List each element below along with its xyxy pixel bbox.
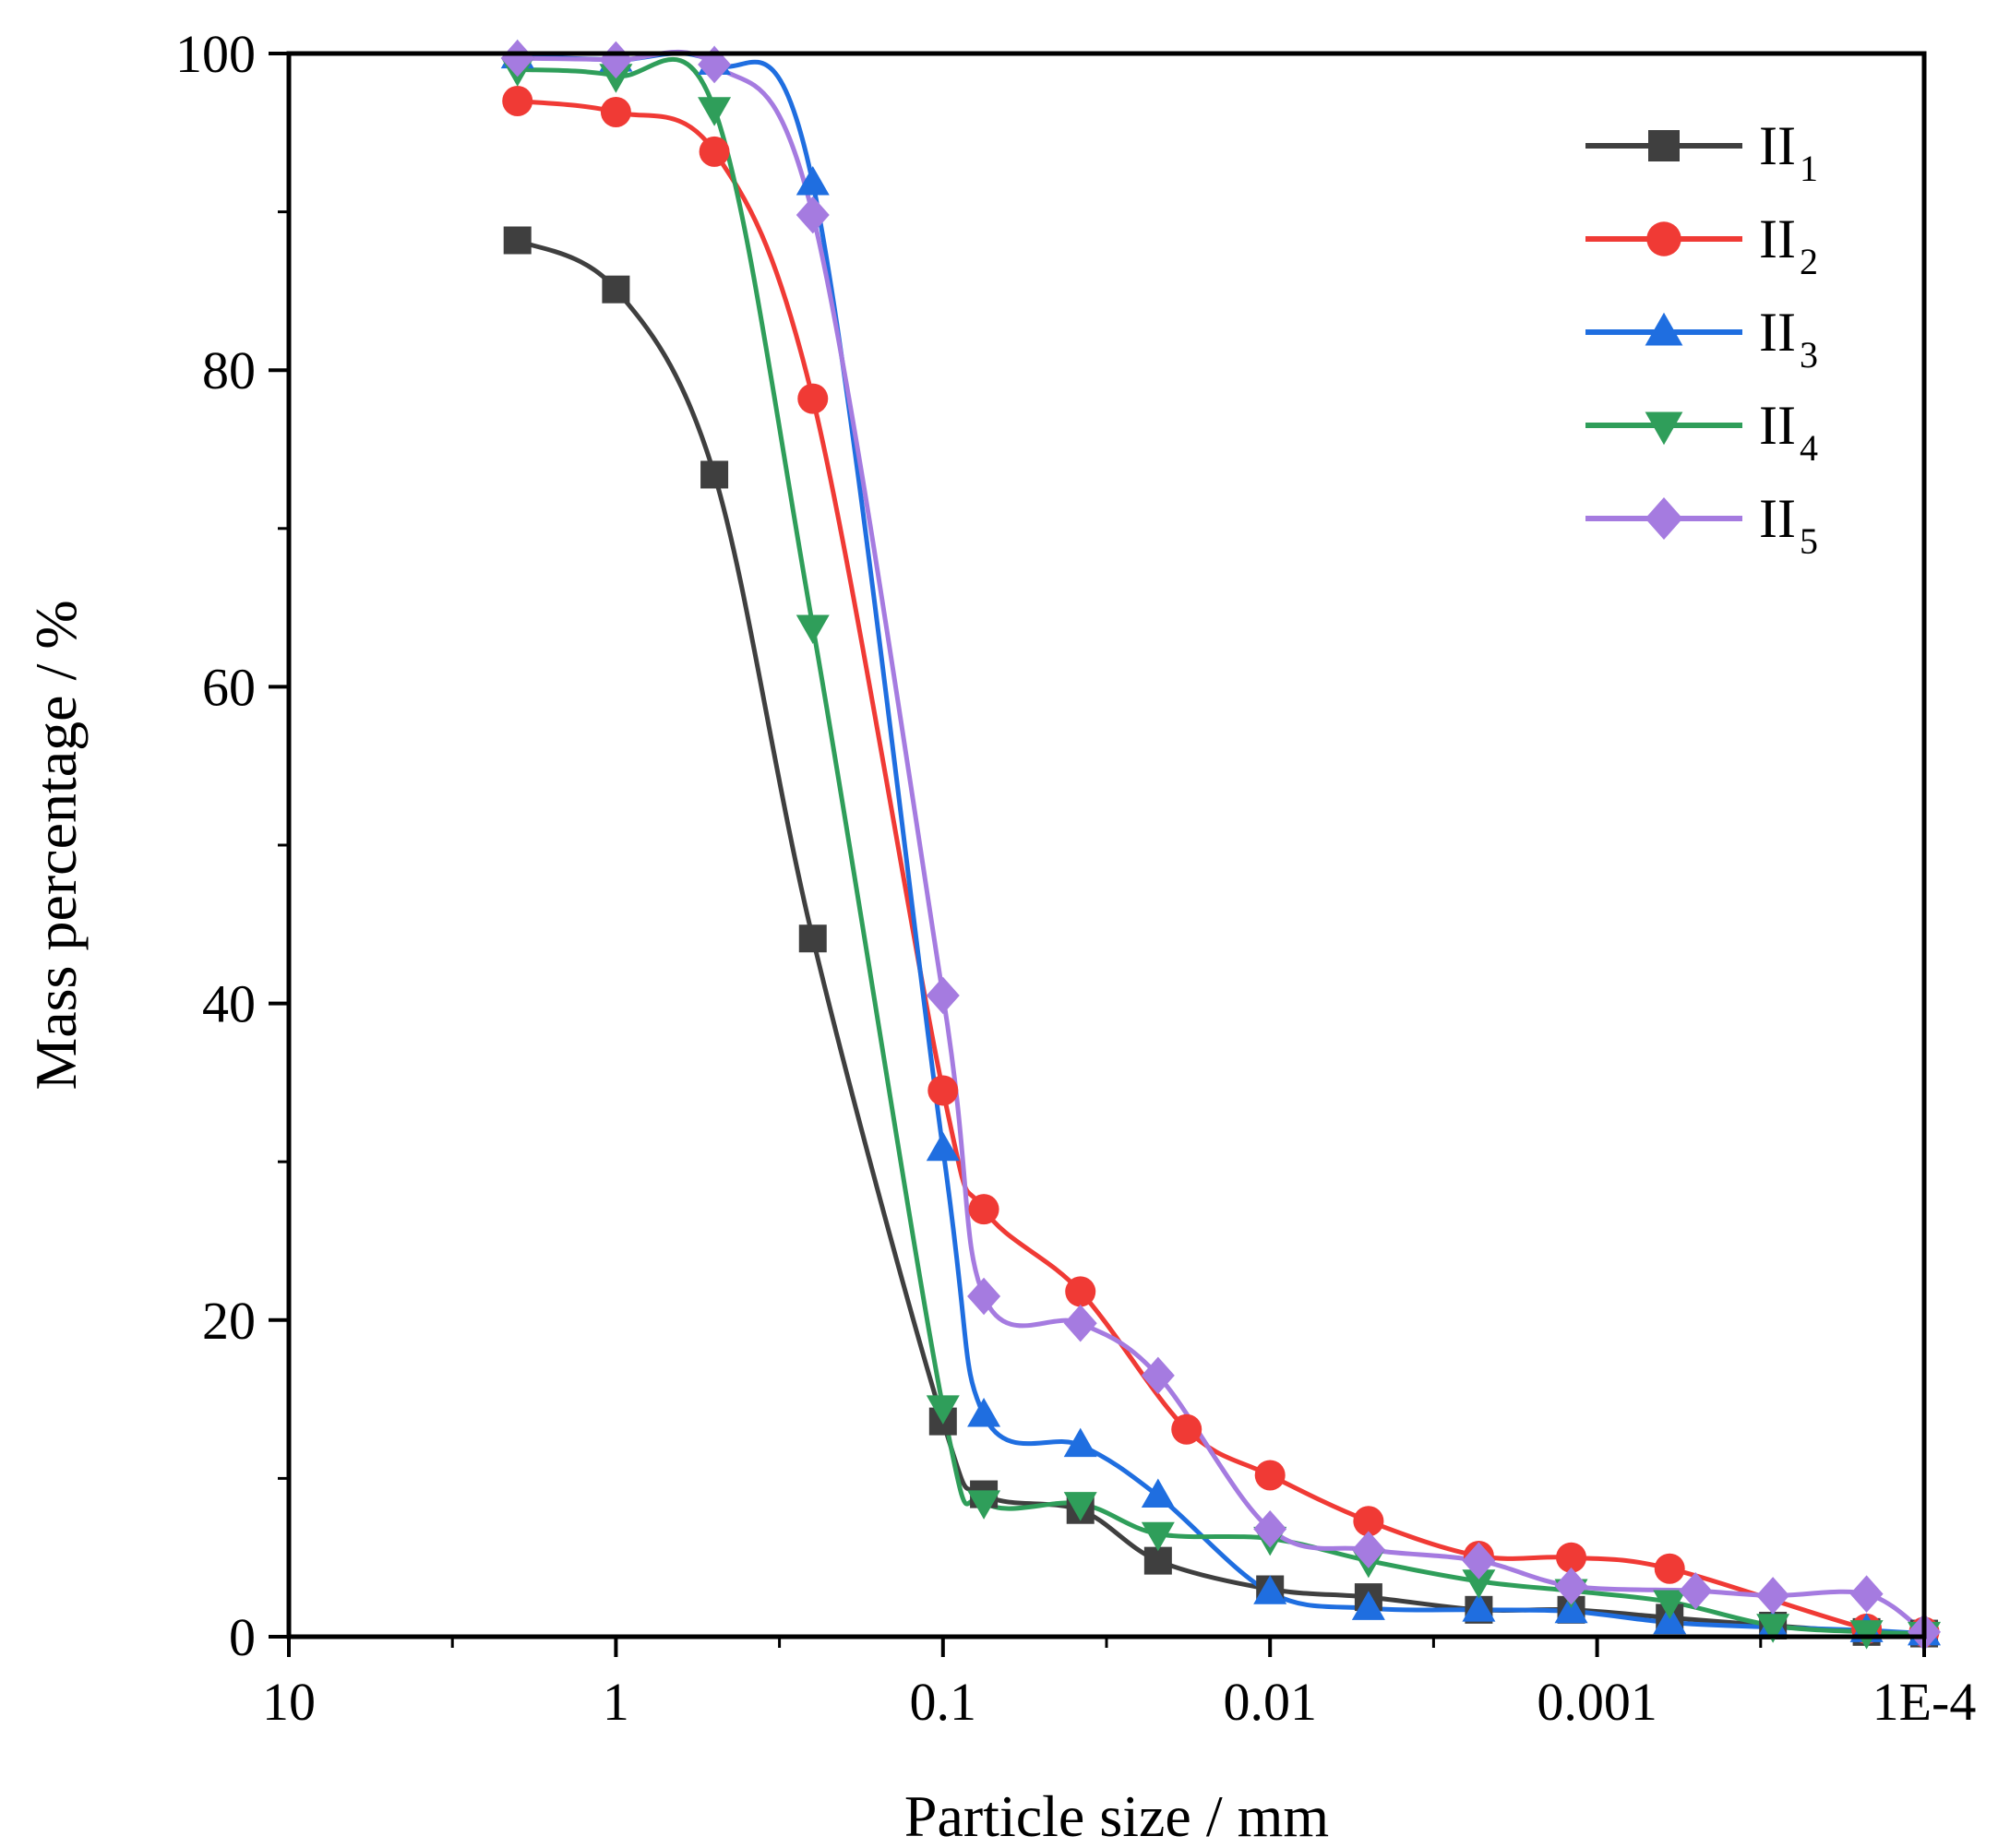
data-point-II2 <box>600 96 631 127</box>
data-point-II4 <box>1756 1614 1790 1643</box>
data-point-II3 <box>1253 1575 1287 1604</box>
data-point-II2 <box>1254 1460 1286 1491</box>
y-axis-title: Mass percentage / % <box>23 600 89 1090</box>
data-point-II1 <box>503 226 532 255</box>
legend-label: II 4 <box>1759 395 1818 469</box>
y-tick-label: 80 <box>202 340 256 400</box>
data-point-II3 <box>1653 1604 1687 1635</box>
data-point-II5 <box>500 39 534 77</box>
legend-label: II 5 <box>1759 488 1818 562</box>
legend-marker <box>1646 221 1681 256</box>
data-point-II2 <box>699 136 730 167</box>
series-line-II1 <box>515 238 1927 1637</box>
data-point-II5 <box>1462 1542 1496 1580</box>
data-point-II5 <box>1554 1567 1588 1605</box>
data-point-II2 <box>1353 1506 1384 1537</box>
legend-marker <box>1645 312 1683 346</box>
data-point-II5 <box>1756 1577 1790 1615</box>
x-tick-label: 1E-4 <box>1872 1672 1977 1732</box>
data-point-II2 <box>502 85 533 116</box>
legend-label: II 3 <box>1759 302 1818 376</box>
series-line-II3 <box>515 51 1927 1637</box>
legend-marker <box>1648 130 1680 161</box>
plot-frame <box>286 51 1927 1639</box>
data-point-II2 <box>968 1194 999 1225</box>
x-tick-label: 1 <box>603 1672 629 1732</box>
data-point-II5 <box>796 196 830 234</box>
data-point-II3 <box>967 1398 1001 1427</box>
x-tick-label: 0.001 <box>1537 1672 1657 1732</box>
data-point-II2 <box>1171 1413 1202 1445</box>
y-tick-label: 60 <box>202 657 256 717</box>
data-point-II5 <box>967 1277 1001 1316</box>
data-point-II5 <box>599 41 633 79</box>
data-point-II5 <box>926 976 960 1015</box>
legend-marker <box>1645 497 1683 540</box>
x-tick-label: 0.1 <box>910 1672 977 1732</box>
data-point-II3 <box>1351 1591 1385 1620</box>
data-point-II3 <box>1063 1427 1097 1458</box>
data-point-II4 <box>926 1395 960 1425</box>
data-point-II4 <box>1462 1569 1496 1599</box>
y-tick-label: 40 <box>202 974 256 1034</box>
data-point-II1 <box>700 460 729 489</box>
data-point-II5 <box>1253 1510 1287 1548</box>
data-point-II5 <box>1141 1356 1175 1395</box>
x-tick-label: 0.01 <box>1223 1672 1317 1732</box>
data-point-II5 <box>1063 1304 1097 1342</box>
series-line-II4 <box>515 56 1927 1637</box>
data-point-II1 <box>602 275 630 304</box>
data-point-II3 <box>1554 1593 1588 1624</box>
data-point-II5 <box>1849 1575 1884 1613</box>
x-tick-label: 10 <box>262 1672 316 1732</box>
y-tick-label: 100 <box>175 24 256 84</box>
data-point-II4 <box>1653 1590 1687 1619</box>
y-tick-label: 20 <box>202 1291 256 1351</box>
data-point-II4 <box>967 1490 1001 1520</box>
axes-layer: 10 1 0.1 0.01 0.001 1E-4 0 20 40 60 80 100 <box>175 24 1976 1732</box>
data-point-II2 <box>797 383 829 414</box>
data-point-II4 <box>1063 1492 1097 1521</box>
data-point-II3 <box>1462 1592 1496 1622</box>
data-point-II1 <box>798 924 827 953</box>
legend-label: II 2 <box>1759 209 1818 282</box>
data-point-II1 <box>1143 1546 1172 1575</box>
markers-layer <box>500 39 1941 1651</box>
legend: II 1 II 2 II 3 II 4 II 5 <box>1585 115 1818 562</box>
data-point-II2 <box>1654 1553 1685 1584</box>
legend-label: II 1 <box>1759 115 1818 189</box>
data-point-II4 <box>796 614 830 644</box>
curves-layer <box>515 49 1927 1637</box>
data-point-II5 <box>1679 1571 1713 1610</box>
data-point-II2 <box>927 1075 959 1106</box>
data-point-II4 <box>1141 1521 1175 1552</box>
legend-marker <box>1645 411 1683 446</box>
data-point-II4 <box>698 97 732 126</box>
x-axis-title: Particle size / mm <box>904 1783 1329 1848</box>
series-line-II5 <box>515 49 1927 1635</box>
data-point-II3 <box>796 165 830 196</box>
data-point-II2 <box>1556 1542 1587 1573</box>
data-point-II3 <box>926 1131 960 1162</box>
data-point-II5 <box>1351 1531 1385 1568</box>
y-tick-label: 0 <box>229 1607 256 1667</box>
data-point-II3 <box>1141 1478 1175 1508</box>
data-point-II2 <box>1065 1276 1096 1307</box>
